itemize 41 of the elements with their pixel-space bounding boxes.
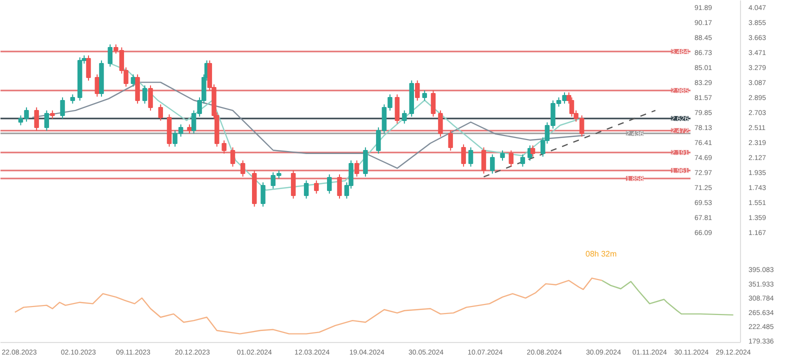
candlestick [187, 124, 192, 134]
candlestick [44, 110, 50, 132]
annotation: 08h 32m [586, 250, 617, 258]
candlestick [569, 96, 574, 118]
candlestick [135, 74, 140, 104]
candlestick [327, 174, 332, 194]
candlestick [337, 174, 342, 200]
candlestick [490, 154, 495, 174]
candlestick [448, 130, 453, 152]
candlestick [142, 84, 148, 104]
candlestick [430, 90, 436, 118]
candlestick [508, 150, 514, 168]
candlestick [222, 140, 226, 154]
candlestick [481, 146, 486, 174]
candlestick [520, 154, 526, 168]
candlestick [422, 90, 427, 102]
candlestick [70, 94, 75, 104]
candlestick [438, 110, 443, 138]
candlestick [260, 182, 266, 208]
candlestick [34, 106, 39, 132]
candlestick [468, 146, 474, 168]
candlestick [240, 160, 246, 178]
candlestick [314, 180, 319, 194]
candlestick [530, 144, 536, 158]
candlestick [461, 144, 466, 168]
candlestick [290, 170, 296, 200]
candlestick [402, 110, 407, 124]
candlestick [60, 96, 65, 120]
candlestick [158, 104, 163, 122]
candlestick [108, 44, 113, 68]
candlestick [394, 94, 400, 124]
candlestick [86, 54, 91, 82]
candlestick [230, 146, 236, 168]
candlestick [354, 160, 360, 178]
candlestick [363, 146, 368, 178]
candlestick [415, 80, 420, 102]
line-series [14, 278, 603, 334]
line-series [601, 280, 734, 316]
candlestick [304, 180, 309, 200]
candlestick [500, 150, 505, 162]
candlestick [148, 84, 153, 112]
